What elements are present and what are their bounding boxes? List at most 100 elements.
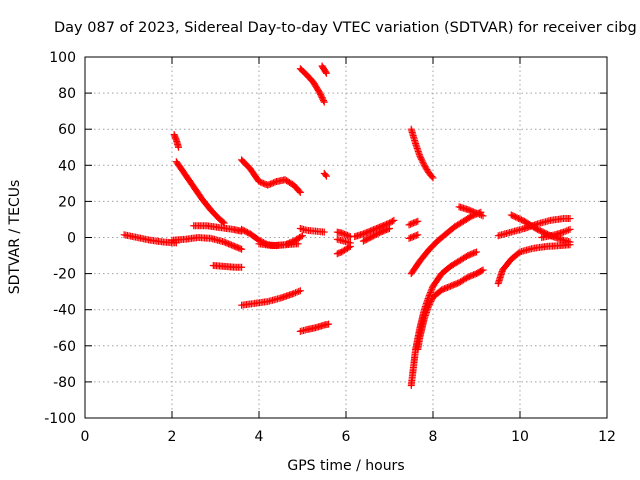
series-17 <box>333 243 354 258</box>
data-point <box>566 225 574 233</box>
data-point <box>296 188 304 196</box>
data-point <box>290 289 298 297</box>
data-point <box>412 231 420 239</box>
data-point <box>295 287 303 295</box>
data-point <box>416 152 424 160</box>
data-point <box>473 248 480 256</box>
x-axis-label: GPS time / hours <box>287 458 404 474</box>
series-27 <box>455 203 487 220</box>
series-28 <box>494 241 574 288</box>
series-2 <box>168 234 246 253</box>
data-point <box>426 299 434 307</box>
y-tick-label: 80 <box>58 86 76 102</box>
data-point <box>414 217 422 225</box>
data-point <box>321 171 329 179</box>
data-point <box>322 172 330 180</box>
data-point <box>299 232 306 240</box>
data-point <box>345 232 353 240</box>
x-tick-label: 0 <box>81 429 90 445</box>
data-point <box>238 263 246 271</box>
x-tick-label: 10 <box>511 429 529 445</box>
data-point <box>317 91 325 99</box>
series-12 <box>318 62 330 77</box>
series-23 <box>407 125 437 182</box>
series-15 <box>296 224 328 236</box>
data-point <box>295 187 303 195</box>
data-point <box>297 233 305 241</box>
data-point <box>427 287 435 295</box>
data-point <box>478 267 486 275</box>
series-14 <box>296 320 333 335</box>
chart-title: Day 087 of 2023, Sidereal Day-to-day VTE… <box>54 20 637 36</box>
x-tick-label: 4 <box>255 429 264 445</box>
x-tick-label: 12 <box>598 429 616 445</box>
series-1 <box>120 231 180 247</box>
data-point <box>414 231 422 239</box>
data-point <box>471 209 479 217</box>
data-point <box>418 157 426 165</box>
data-point <box>346 239 354 247</box>
series-13 <box>320 169 330 180</box>
series-20 <box>359 224 393 245</box>
data-point <box>476 210 484 218</box>
series-10 <box>255 240 302 250</box>
x-tick-label: 6 <box>342 429 351 445</box>
y-tick-label: 0 <box>67 231 76 247</box>
data-point <box>561 227 569 235</box>
data-point <box>420 160 428 168</box>
y-axis-label: SDTVAR / TECUs <box>7 180 23 295</box>
series-5 <box>190 222 246 235</box>
data-point <box>427 298 435 306</box>
plot-frame <box>84 56 608 419</box>
data-point <box>390 216 398 224</box>
data-point <box>426 290 434 298</box>
series-11 <box>296 65 328 106</box>
data-point <box>473 209 480 217</box>
data-point <box>388 217 396 225</box>
series-31 <box>538 225 574 241</box>
x-tick-labels: 0 2 4 6 8 10 12 <box>81 429 616 445</box>
data-point <box>428 285 436 293</box>
series-26 <box>414 266 487 353</box>
data-point <box>563 227 571 235</box>
data-point <box>294 240 302 248</box>
data-point <box>474 210 482 218</box>
y-tick-label: 100 <box>49 50 76 66</box>
data-point <box>318 94 326 102</box>
data-point <box>425 302 433 310</box>
data-point <box>319 95 327 103</box>
data-point <box>419 158 427 166</box>
data-point <box>291 289 299 297</box>
data-point <box>322 68 330 76</box>
data-point <box>320 228 328 236</box>
data-point <box>238 245 246 253</box>
data-point <box>384 225 392 233</box>
x-tick-label: 8 <box>429 429 438 445</box>
y-tick-label: 60 <box>58 122 76 138</box>
data-point <box>219 218 227 226</box>
data-point <box>425 301 433 309</box>
series-16 <box>333 228 354 241</box>
series-4 <box>172 158 228 227</box>
data-point <box>479 266 487 274</box>
data-point <box>317 92 325 100</box>
series-3 <box>170 131 183 151</box>
data-point <box>386 224 393 232</box>
y-tick-label: -80 <box>53 375 76 391</box>
series-8 <box>238 287 304 309</box>
data-point <box>477 211 485 219</box>
y-tick-label: 40 <box>58 158 76 174</box>
y-tick-label: -100 <box>44 411 76 427</box>
series-6 <box>209 261 246 271</box>
x-tick-label: 2 <box>168 429 177 445</box>
data-point <box>293 288 301 296</box>
series-18 <box>333 235 354 247</box>
data-point <box>564 226 572 234</box>
y-tick-label: -60 <box>53 339 76 355</box>
data-point <box>325 320 333 328</box>
y-tick-labels: -100 -80 -60 -40 -20 0 20 40 60 80 100 <box>44 50 76 427</box>
series-30 <box>507 211 574 246</box>
data-point <box>417 155 425 163</box>
data-point <box>322 69 330 77</box>
